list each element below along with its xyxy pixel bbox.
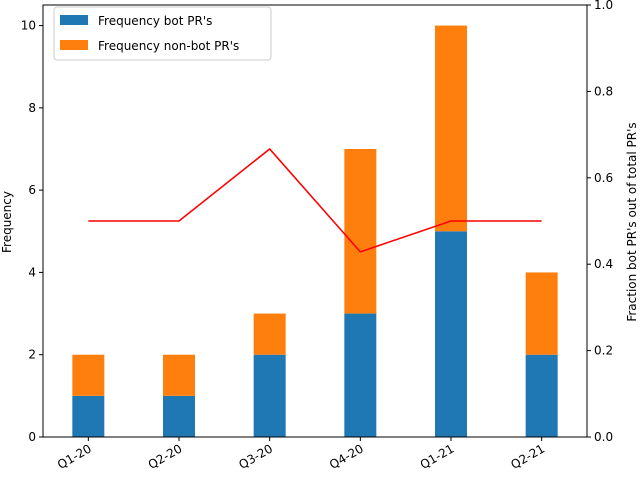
- y-axis-label: Frequency: [0, 191, 14, 253]
- legend-swatch-bot: [60, 15, 88, 25]
- y2-tick-label: 0.4: [594, 257, 613, 271]
- y2-tick-label: 0.0: [594, 430, 613, 444]
- y2-tick-label: 0.8: [594, 84, 613, 98]
- legend-box: [53, 6, 272, 61]
- x-tick-label: Q1-20: [55, 441, 94, 471]
- bar-non-bot-q3-20: [253, 313, 286, 355]
- y2-axis-label: Fraction bot PR's out of total PR's: [625, 122, 639, 321]
- bar-non-bot-q1-21: [435, 25, 467, 232]
- y-tick-label: 6: [28, 183, 36, 197]
- left-axis-ticks: 0 2 4 6 8 10: [21, 19, 43, 444]
- x-axis-ticks: Q1-20 Q2-20 Q3-20 Q4-20 Q1-21 Q2-21: [55, 437, 547, 472]
- y-tick-label: 2: [28, 348, 36, 362]
- bar-non-bot-q2-20: [163, 354, 195, 396]
- right-axis-ticks: 0.0 0.2 0.4 0.6 0.8 1.0: [587, 0, 613, 444]
- bar-non-bot-q4-20: [344, 149, 377, 314]
- legend-label-non-bot: Frequency non-bot PR's: [98, 39, 239, 53]
- bar-bot-q1-21: [435, 231, 467, 437]
- bars-group: [72, 25, 558, 437]
- fraction-line: [88, 147, 542, 253]
- fraction-line-group: [88, 147, 542, 253]
- y-tick-label: 0: [28, 430, 36, 444]
- legend: Frequency bot PR's Frequency non-bot PR'…: [53, 6, 272, 61]
- y-tick-label: 4: [28, 265, 36, 279]
- x-tick-label: Q4-20: [327, 441, 366, 471]
- x-tick-label: Q2-20: [146, 441, 185, 471]
- y2-tick-label: 0.6: [594, 171, 613, 185]
- bar-bot-q1-20: [72, 395, 105, 437]
- y2-tick-label: 0.2: [594, 344, 613, 358]
- legend-label-bot: Frequency bot PR's: [98, 14, 212, 28]
- bar-bot-q2-21: [525, 354, 558, 437]
- bar-bot-q3-20: [253, 354, 286, 437]
- y-tick-label: 10: [21, 19, 36, 33]
- y-tick-label: 8: [28, 101, 36, 115]
- legend-swatch-non-bot: [60, 40, 88, 50]
- bar-bot-q2-20: [163, 395, 195, 437]
- plot-frame: [42, 4, 588, 438]
- bar-non-bot-q2-21: [525, 272, 558, 355]
- x-tick-label: Q2-21: [508, 441, 547, 471]
- bar-bot-q4-20: [344, 313, 377, 437]
- x-tick-label: Q3-20: [236, 441, 275, 471]
- x-tick-label: Q1-21: [418, 441, 457, 471]
- y2-tick-label: 1.0: [594, 0, 613, 12]
- bar-non-bot-q1-20: [72, 354, 105, 396]
